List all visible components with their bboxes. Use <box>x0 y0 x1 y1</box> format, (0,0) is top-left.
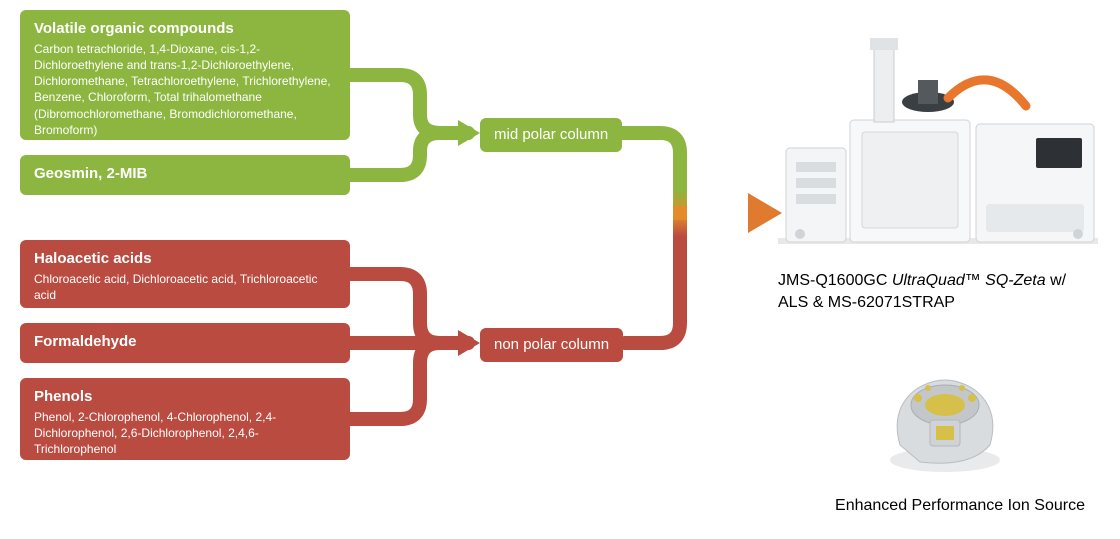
box-geosmin-title: Geosmin, 2-MIB <box>34 165 336 184</box>
pill-mid-label: mid polar column <box>494 126 608 143</box>
edge-haa-to-non <box>350 274 468 343</box>
box-phenols-title: Phenols <box>34 388 336 407</box>
pill-non-polar: non polar column <box>480 328 623 362</box>
edge-mid-to-merge <box>620 133 680 200</box>
instrument-caption-b: UltraQuad™ SQ-Zeta <box>892 272 1046 289</box>
ion-source-illustration <box>870 350 1020 485</box>
ion-source-caption: Enhanced Performance Ion Source <box>820 495 1100 517</box>
box-formaldehyde-title: Formaldehyde <box>34 333 336 352</box>
box-formaldehyde: Formaldehyde <box>20 323 350 363</box>
edge-geosmin-to-mid <box>350 133 468 175</box>
ion-source-label: Enhanced Performance Ion Source <box>835 497 1085 514</box>
instrument-caption: JMS-Q1600GC UltraQuad™ SQ-Zeta w/ ALS & … <box>778 270 1108 313</box>
box-voc-title: Volatile organic compounds <box>34 20 336 39</box>
box-phenols: Phenols Phenol, 2-Chlorophenol, 4-Chloro… <box>20 378 350 460</box>
box-voc-sub: Carbon tetrachloride, 1,4-Dioxane, cis-1… <box>34 41 336 138</box>
pill-non-label: non polar column <box>494 336 609 353</box>
instrument-caption-c: w/ <box>1046 272 1066 289</box>
edge-voc-to-mid <box>350 75 468 133</box>
box-geosmin: Geosmin, 2-MIB <box>20 155 350 195</box>
arrow-into-non <box>458 330 480 356</box>
edge-phenols-to-non <box>350 343 468 419</box>
edge-non-to-merge <box>625 226 680 343</box>
instrument-illustration <box>778 28 1098 258</box>
box-haa: Haloacetic acids Chloroacetic acid, Dich… <box>20 240 350 308</box>
box-haa-sub: Chloroacetic acid, Dichloroacetic acid, … <box>34 271 336 303</box>
box-haa-title: Haloacetic acids <box>34 250 336 269</box>
box-phenols-sub: Phenol, 2-Chlorophenol, 4-Chlorophenol, … <box>34 409 336 458</box>
arrow-into-mid <box>458 120 480 146</box>
instrument-caption-a: JMS-Q1600GC <box>778 272 892 289</box>
box-voc: Volatile organic compounds Carbon tetrac… <box>20 10 350 140</box>
arrow-into-instrument <box>748 193 782 233</box>
instrument-caption-line2: ALS & MS-62071STRAP <box>778 294 955 311</box>
pill-mid-polar: mid polar column <box>480 118 622 152</box>
